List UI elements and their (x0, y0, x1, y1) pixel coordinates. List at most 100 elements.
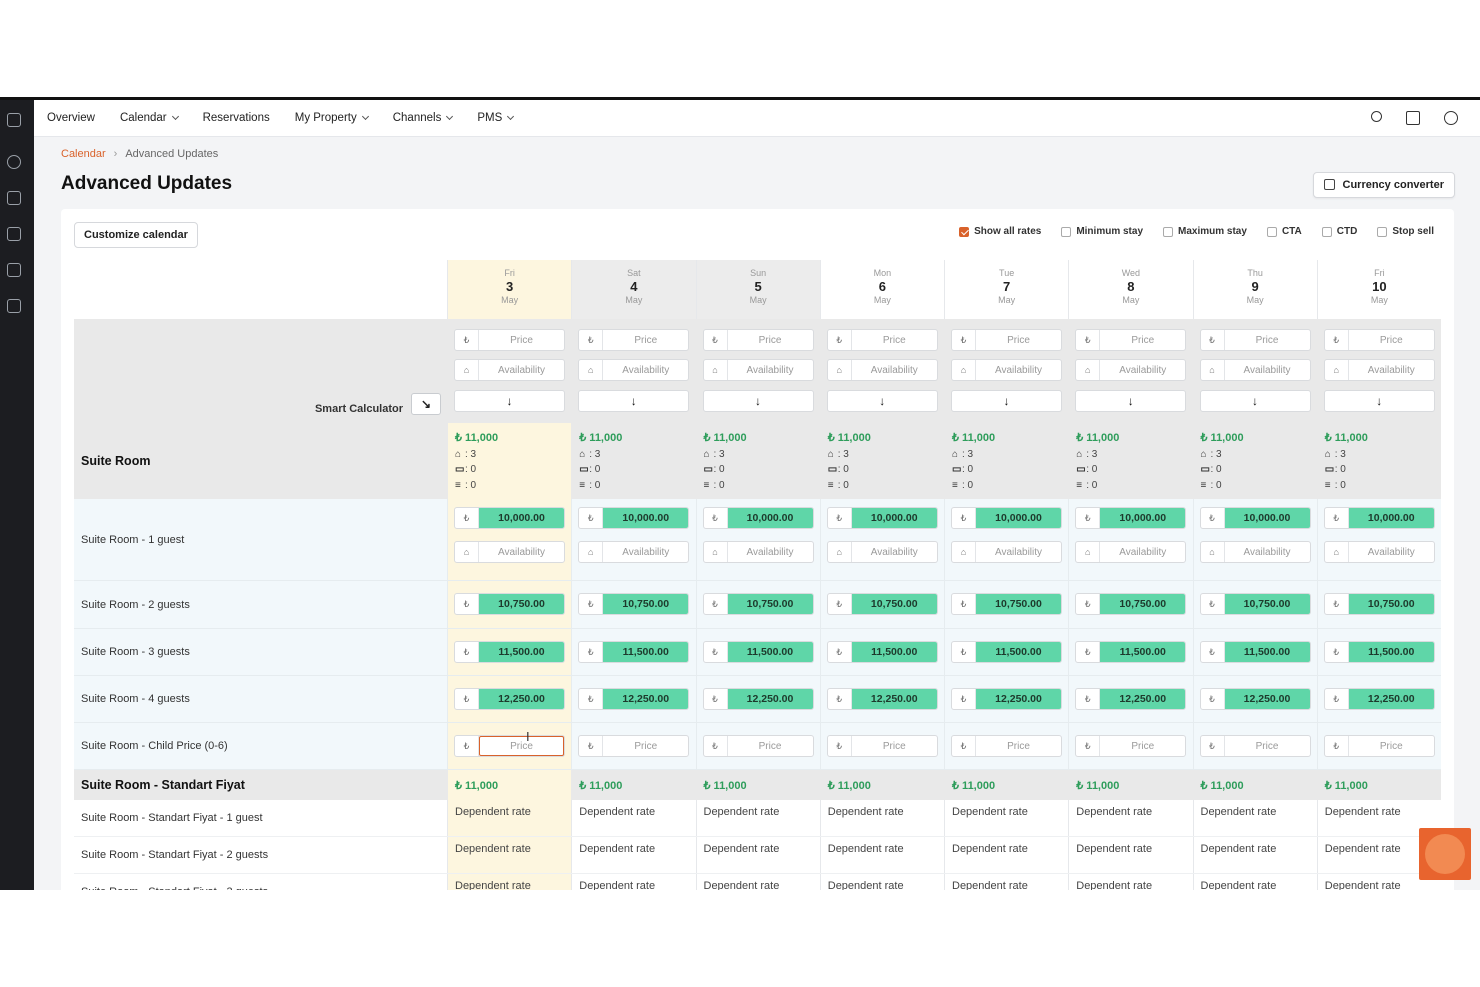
dependent-rate-cell[interactable]: Dependent rate (944, 800, 1068, 836)
rate-price-input[interactable]: ₺ 12,250.00 (1075, 688, 1187, 710)
rate-price-input[interactable]: ₺ 12,250.00 (1323, 688, 1435, 710)
nav-overview[interactable]: Overview (47, 112, 95, 124)
availability-input-value[interactable]: Availability (1367, 546, 1415, 558)
rate-price-input[interactable]: ₺ 10,750.00 (951, 593, 1062, 615)
dependent-rate-cell[interactable]: Dependent rate (1316, 874, 1441, 890)
smart-availability-input[interactable]: ⌂ Availability (826, 359, 938, 381)
availability-input-value[interactable]: Availability (746, 546, 794, 558)
availability-input-value[interactable]: Availability (497, 546, 546, 558)
dependent-rate-cell[interactable]: Dependent rate (571, 800, 695, 836)
date-header-cell[interactable]: Sat 4 May (571, 260, 696, 319)
apply-down-button[interactable]: ↓ (951, 390, 1062, 412)
rate-price-input-value[interactable]: 11,500.00 (603, 642, 689, 662)
smart-price-input[interactable]: ₺ Price (454, 329, 565, 351)
rate-price-input[interactable]: ₺ 10,000.00 (1323, 507, 1435, 529)
smart-availability-input[interactable]: ⌂ Availability (454, 359, 565, 381)
dependent-rate-cell[interactable]: Dependent rate (1316, 800, 1441, 836)
rate-price-input[interactable]: ₺ Price (578, 735, 690, 757)
rate-price-input[interactable]: ₺ 11,500.00 (1075, 641, 1187, 663)
dependent-rate-cell[interactable]: Dependent rate (1316, 837, 1441, 873)
user-account-icon[interactable] (1444, 111, 1458, 125)
chat-widget-button[interactable] (1419, 828, 1471, 880)
filter-toggle[interactable]: Minimum stay (1061, 226, 1143, 237)
rate-price-input-value[interactable]: 10,000.00 (851, 508, 937, 528)
filter-toggle[interactable]: Stop sell (1377, 226, 1434, 237)
date-header-cell[interactable]: Tue 7 May (944, 260, 1068, 319)
rate-price-input[interactable]: ₺ Price (1199, 735, 1311, 757)
dependent-rate-cell[interactable]: Dependent rate (571, 874, 695, 890)
checkbox[interactable] (1266, 226, 1277, 237)
smart-price-input[interactable]: ₺ Price (1199, 329, 1311, 351)
availability-input[interactable]: ⌂ Availability (578, 541, 690, 563)
smart-availability-input-value[interactable]: Availability (622, 364, 670, 376)
dependent-rate-cell[interactable]: Dependent rate (819, 800, 944, 836)
breadcrumb-calendar-link[interactable]: Calendar (61, 148, 106, 160)
checkbox[interactable] (1377, 226, 1388, 237)
rate-price-input-value[interactable]: 11,500.00 (1224, 642, 1310, 662)
smart-price-input-value[interactable]: Price (882, 334, 906, 346)
apply-down-button[interactable]: ↓ (578, 390, 690, 412)
rate-price-input[interactable]: ₺ 10,750.00 (1075, 593, 1187, 615)
channels-icon[interactable] (7, 299, 21, 313)
dependent-rate-cell[interactable]: Dependent rate (819, 874, 944, 890)
filter-toggle[interactable]: Maximum stay (1163, 226, 1247, 237)
rate-price-input[interactable]: ₺ 11,500.00 (1199, 641, 1311, 663)
nav-pms[interactable]: PMS (477, 112, 515, 124)
smart-calculator-expand-button[interactable] (411, 393, 441, 415)
rate-price-input-value[interactable]: 12,250.00 (851, 689, 937, 709)
smart-availability-input-value[interactable]: Availability (1367, 364, 1415, 376)
rate-price-input-value[interactable]: 10,750.00 (976, 594, 1061, 614)
rate-price-input-value[interactable]: 12,250.00 (1224, 689, 1310, 709)
date-header-cell[interactable]: Fri 10 May (1316, 260, 1441, 319)
dependent-rate-cell[interactable]: Dependent rate (944, 874, 1068, 890)
smart-price-input-value[interactable]: Price (634, 334, 658, 346)
rate-price-input[interactable]: ₺ 11,500.00 (951, 641, 1062, 663)
rate-price-input-value[interactable]: 10,750.00 (1224, 594, 1310, 614)
smart-availability-input[interactable]: ⌂ Availability (1075, 359, 1187, 381)
rate-price-input-value[interactable]: 11,500.00 (479, 642, 564, 662)
smart-price-input[interactable]: ₺ Price (826, 329, 938, 351)
apply-down-button[interactable]: ↓ (702, 390, 814, 412)
rate-price-input-value[interactable]: 10,000.00 (976, 508, 1061, 528)
rate-price-input-value[interactable]: 11,500.00 (851, 642, 937, 662)
dependent-rate-cell[interactable]: Dependent rate (1192, 874, 1317, 890)
nav-reservations[interactable]: Reservations (203, 112, 270, 124)
smart-availability-input[interactable]: ⌂ Availability (578, 359, 690, 381)
smart-price-input[interactable]: ₺ Price (1323, 329, 1435, 351)
checkbox[interactable] (1321, 226, 1332, 237)
rate-price-input[interactable]: ₺ 10,750.00 (454, 593, 565, 615)
rate-price-input[interactable]: ₺ 11,500.00 (578, 641, 690, 663)
availability-input-value[interactable]: Availability (1119, 546, 1167, 558)
smart-price-input-value[interactable]: Price (510, 334, 533, 346)
rate-price-input-value[interactable]: 10,750.00 (1348, 594, 1434, 614)
availability-input[interactable]: ⌂ Availability (702, 541, 814, 563)
nav-my-property[interactable]: My Property (295, 112, 369, 124)
rate-price-input-value[interactable]: 12,250.00 (976, 689, 1061, 709)
availability-input[interactable]: ⌂ Availability (1075, 541, 1187, 563)
search-icon[interactable] (1371, 111, 1382, 122)
rate-price-input-value[interactable]: 10,000.00 (1100, 508, 1186, 528)
apply-down-button[interactable]: ↓ (1323, 390, 1435, 412)
store-icon[interactable] (1406, 111, 1420, 125)
rate-price-input-value[interactable]: 10,750.00 (851, 594, 937, 614)
calendar-icon[interactable] (7, 191, 21, 205)
rate-price-input-value[interactable]: 10,000.00 (603, 508, 689, 528)
reservations-icon[interactable] (7, 263, 21, 277)
availability-input[interactable]: ⌂ Availability (1199, 541, 1311, 563)
dependent-rate-cell[interactable]: Dependent rate (695, 800, 820, 836)
rate-price-input[interactable]: ₺ 10,750.00 (826, 593, 938, 615)
rate-price-input[interactable]: ₺ 10,000.00 (702, 507, 814, 529)
nav-channels[interactable]: Channels (393, 112, 454, 124)
rate-price-input[interactable]: ₺ 12,250.00 (951, 688, 1062, 710)
apply-down-button[interactable]: ↓ (1075, 390, 1187, 412)
rate-price-input-value[interactable]: Price (1255, 740, 1279, 752)
rate-price-input[interactable]: ₺ 10,000.00 (826, 507, 938, 529)
dependent-rate-cell[interactable]: Dependent rate (447, 874, 572, 890)
rate-price-input[interactable]: ₺ 10,750.00 (1323, 593, 1435, 615)
rate-price-input-value[interactable]: Price (882, 740, 906, 752)
smart-availability-input[interactable]: ⌂ Availability (702, 359, 814, 381)
dependent-rate-cell[interactable]: Dependent rate (1068, 874, 1192, 890)
rate-price-input-value[interactable]: 10,000.00 (479, 508, 564, 528)
rate-price-input-value[interactable]: 10,750.00 (727, 594, 813, 614)
rate-price-input-value[interactable]: 12,250.00 (727, 689, 813, 709)
